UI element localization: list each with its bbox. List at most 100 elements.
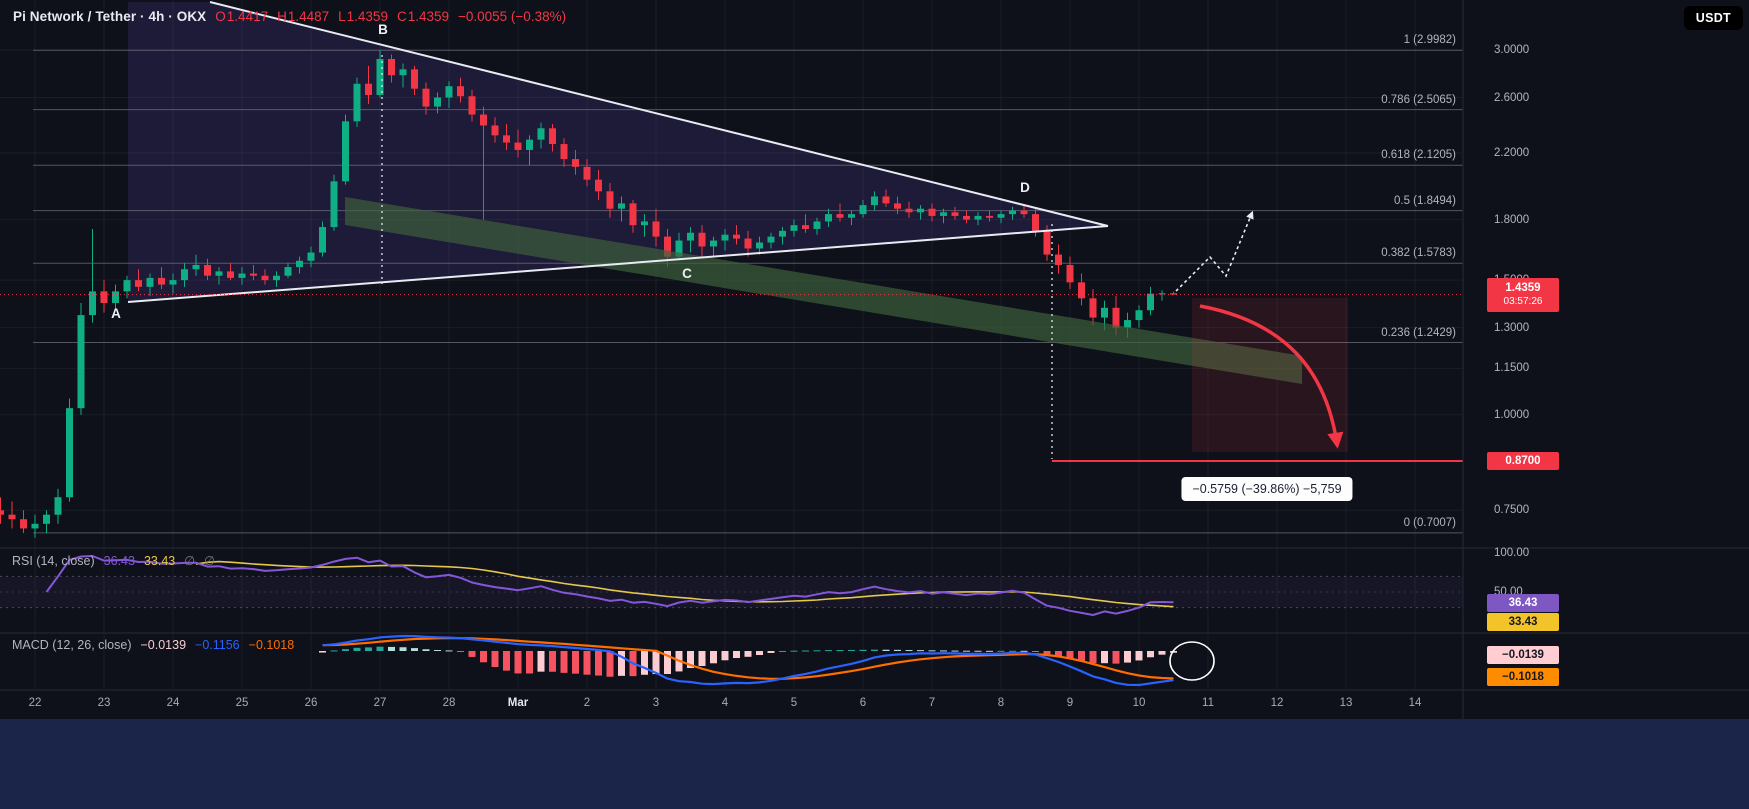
candle-body — [618, 203, 625, 209]
candle-body — [664, 236, 671, 257]
candle-body — [1089, 298, 1097, 318]
candle — [526, 135, 533, 166]
candle — [434, 92, 441, 114]
macd-histogram-bar — [480, 651, 487, 663]
candle-body — [0, 510, 4, 515]
candle — [1055, 244, 1062, 274]
candle — [882, 189, 890, 207]
candle-body — [434, 97, 441, 107]
macd-histogram-bar — [859, 649, 867, 651]
candle-body — [261, 275, 269, 281]
candle — [997, 210, 1005, 224]
candle-body — [1020, 210, 1028, 215]
candle-body — [997, 214, 1005, 218]
candle — [1089, 289, 1097, 326]
candle-body — [1158, 293, 1166, 295]
candle-body — [54, 497, 62, 515]
candle-body — [698, 232, 706, 247]
candle-body — [238, 273, 246, 278]
candle — [756, 236, 763, 255]
macd-histogram-bar — [963, 650, 970, 652]
chart-canvas[interactable] — [0, 0, 1749, 719]
macd-histogram-bar — [813, 650, 821, 652]
macd-histogram-bar — [514, 651, 522, 674]
candle — [388, 54, 395, 83]
candle-body — [802, 225, 809, 229]
macd-histogram-bar — [319, 651, 326, 653]
bearish-target-zone — [1192, 298, 1348, 452]
candle — [204, 258, 211, 281]
candle — [618, 196, 625, 222]
candle — [710, 236, 717, 257]
candle-body — [813, 221, 821, 229]
candle-body — [905, 208, 913, 213]
candle — [457, 77, 464, 103]
candle — [135, 269, 142, 292]
macd-histogram-bar — [330, 650, 338, 652]
macd-histogram-bar — [1066, 651, 1074, 660]
macd-histogram-bar — [1043, 651, 1051, 655]
candle-body — [882, 196, 890, 204]
candle — [572, 149, 579, 175]
candle-body — [572, 159, 579, 167]
candle-body — [273, 275, 280, 281]
macd-histogram-bar — [411, 648, 418, 651]
candle — [422, 82, 430, 115]
macd-histogram-bar — [549, 651, 556, 672]
candle-body — [342, 121, 349, 182]
candle — [1078, 273, 1085, 306]
macd-histogram-bar — [422, 649, 430, 651]
candle-body — [1135, 310, 1143, 321]
candle-body — [422, 88, 430, 107]
candle-body — [1112, 307, 1120, 328]
candle — [0, 497, 4, 524]
macd-histogram-bar — [503, 651, 510, 671]
macd-histogram-bar — [733, 651, 740, 659]
candle — [606, 182, 614, 218]
candle — [836, 203, 844, 222]
macd-histogram-bar — [951, 650, 959, 652]
candle — [330, 174, 338, 231]
candle-body — [560, 144, 568, 160]
support-trendline — [127, 225, 1109, 303]
candle — [583, 159, 591, 187]
candle-body — [330, 181, 338, 228]
macd-histogram-bar — [1135, 651, 1143, 661]
candle-body — [411, 69, 418, 89]
candle — [560, 138, 568, 167]
macd-histogram-bar — [1147, 651, 1154, 658]
candle-body — [514, 142, 522, 150]
candle — [491, 117, 499, 143]
candle-body — [89, 291, 96, 316]
candle — [1135, 305, 1143, 328]
macd-histogram-bar — [940, 650, 947, 652]
candle-body — [859, 205, 867, 215]
candle — [250, 264, 257, 281]
candle-body — [986, 215, 993, 218]
macd-histogram-bar — [618, 651, 625, 676]
candle-body — [8, 514, 16, 520]
macd-histogram-bar — [836, 650, 844, 652]
candle-body — [1078, 282, 1085, 299]
candle — [43, 510, 50, 534]
macd-histogram-bar — [848, 649, 855, 651]
macd-histogram-bar — [434, 649, 441, 651]
macd-line — [322, 634, 1174, 687]
candle-body — [767, 236, 775, 243]
macd-histogram-bar — [365, 647, 372, 651]
candle — [227, 262, 234, 281]
candle-body — [445, 86, 453, 98]
candle-body — [376, 58, 384, 95]
candle-body — [710, 240, 717, 247]
candle — [503, 124, 510, 150]
candle — [112, 284, 119, 311]
macd-histogram-bar — [641, 651, 648, 675]
macd-histogram-bar — [445, 650, 453, 652]
candle — [181, 262, 188, 287]
candle-body — [296, 260, 303, 268]
candle-body — [204, 264, 211, 276]
candle-body — [123, 280, 131, 292]
macd-histogram-bar — [491, 651, 499, 667]
candle-body — [250, 273, 257, 276]
